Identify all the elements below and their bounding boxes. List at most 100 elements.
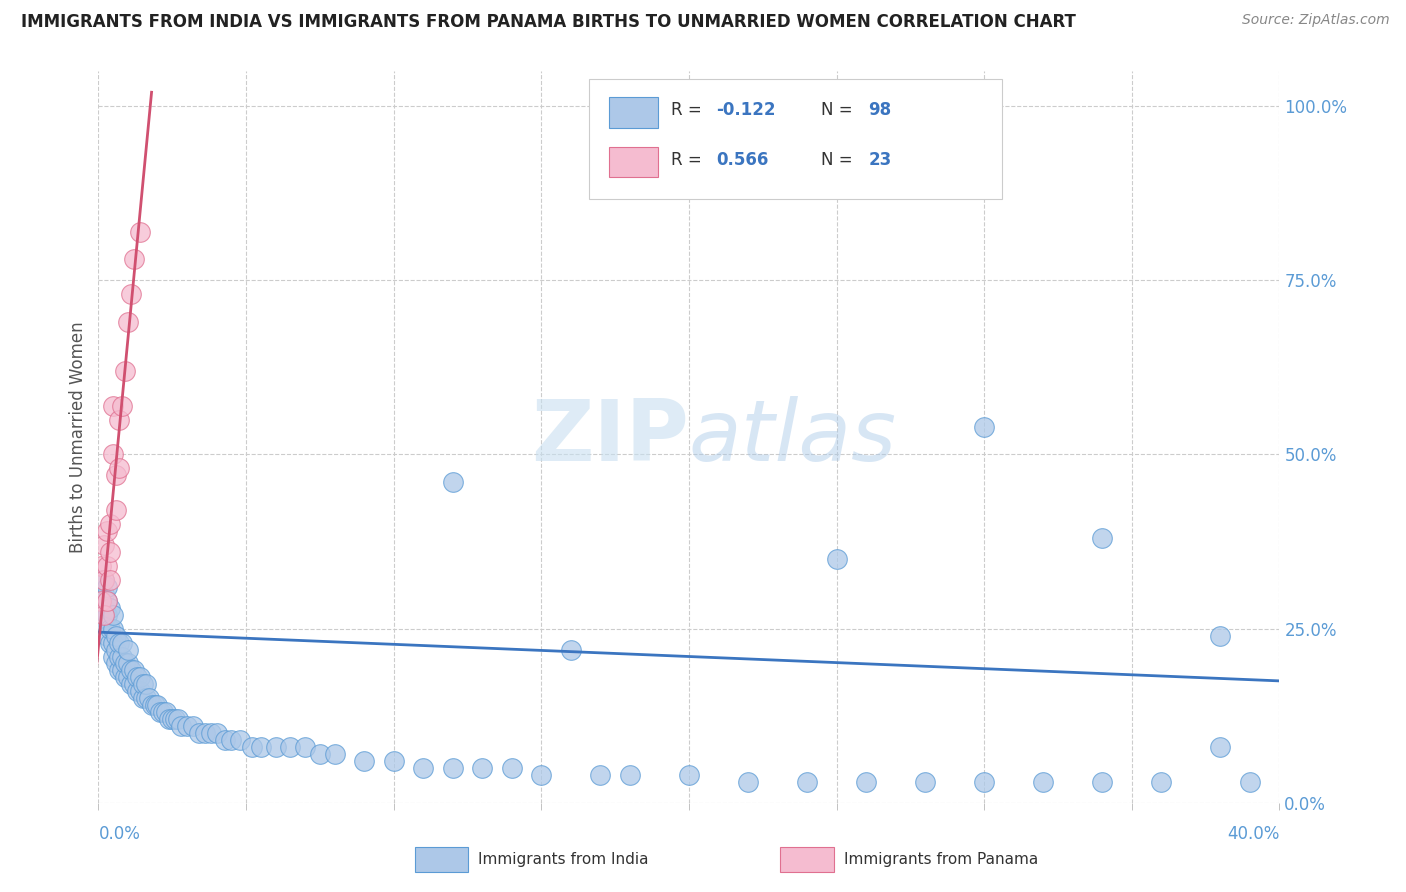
- Point: [855, 775, 877, 789]
- Point: [122, 252, 145, 267]
- Point: [114, 364, 136, 378]
- Point: [98, 635, 121, 649]
- Point: [111, 649, 134, 664]
- Point: [441, 475, 464, 490]
- Point: [187, 726, 209, 740]
- Point: [93, 573, 115, 587]
- Point: [619, 768, 641, 782]
- Point: [96, 558, 118, 573]
- Point: [105, 629, 128, 643]
- Point: [132, 691, 155, 706]
- Point: [111, 399, 134, 413]
- Point: [181, 719, 204, 733]
- Point: [560, 642, 582, 657]
- Point: [973, 775, 995, 789]
- Point: [90, 587, 112, 601]
- Text: atlas: atlas: [689, 395, 897, 479]
- Point: [103, 622, 125, 636]
- Text: Immigrants from Panama: Immigrants from Panama: [844, 853, 1038, 867]
- Point: [219, 733, 242, 747]
- Point: [90, 594, 112, 608]
- Point: [90, 600, 112, 615]
- Point: [120, 664, 142, 678]
- Point: [103, 649, 125, 664]
- FancyBboxPatch shape: [609, 146, 658, 178]
- Point: [111, 664, 134, 678]
- Point: [229, 733, 252, 747]
- Point: [135, 677, 157, 691]
- Point: [98, 573, 121, 587]
- Point: [93, 573, 115, 587]
- Point: [96, 629, 118, 643]
- Point: [157, 712, 180, 726]
- Point: [264, 740, 287, 755]
- Point: [105, 657, 128, 671]
- Point: [214, 733, 236, 747]
- Point: [412, 761, 434, 775]
- Point: [98, 622, 121, 636]
- Point: [122, 677, 145, 691]
- Point: [1091, 775, 1114, 789]
- Point: [98, 517, 121, 532]
- Point: [105, 468, 128, 483]
- Text: 0.566: 0.566: [716, 151, 769, 169]
- Point: [96, 594, 118, 608]
- Point: [240, 740, 263, 755]
- Point: [1239, 775, 1261, 789]
- Text: 0.0%: 0.0%: [98, 825, 141, 843]
- Point: [108, 461, 131, 475]
- Text: -0.122: -0.122: [716, 101, 776, 120]
- Point: [103, 635, 125, 649]
- Point: [117, 670, 139, 684]
- Point: [382, 754, 405, 768]
- Point: [135, 691, 157, 706]
- Point: [103, 607, 125, 622]
- Point: [471, 761, 494, 775]
- Point: [111, 635, 134, 649]
- Point: [162, 712, 183, 726]
- FancyBboxPatch shape: [589, 78, 1002, 200]
- Point: [93, 587, 115, 601]
- Point: [93, 615, 115, 629]
- Text: R =: R =: [671, 151, 707, 169]
- Point: [108, 635, 131, 649]
- Point: [120, 287, 142, 301]
- Point: [128, 670, 150, 684]
- Point: [128, 684, 150, 698]
- Text: Immigrants from India: Immigrants from India: [478, 853, 648, 867]
- Point: [98, 545, 121, 559]
- Y-axis label: Births to Unmarried Women: Births to Unmarried Women: [69, 321, 87, 553]
- Text: Source: ZipAtlas.com: Source: ZipAtlas.com: [1241, 13, 1389, 28]
- Point: [120, 677, 142, 691]
- Text: N =: N =: [821, 151, 858, 169]
- Point: [170, 719, 193, 733]
- Point: [98, 600, 121, 615]
- Point: [103, 399, 125, 413]
- Point: [825, 552, 848, 566]
- Point: [176, 719, 198, 733]
- Text: 40.0%: 40.0%: [1227, 825, 1279, 843]
- Point: [96, 607, 118, 622]
- Point: [200, 726, 222, 740]
- Point: [125, 670, 148, 684]
- Point: [796, 775, 818, 789]
- Point: [103, 448, 125, 462]
- Point: [143, 698, 166, 713]
- Point: [117, 642, 139, 657]
- Point: [441, 761, 464, 775]
- Point: [149, 705, 172, 719]
- Point: [309, 747, 332, 761]
- Point: [205, 726, 228, 740]
- Point: [146, 698, 169, 713]
- Point: [294, 740, 316, 755]
- Point: [114, 657, 136, 671]
- Text: N =: N =: [821, 101, 858, 120]
- Point: [138, 691, 160, 706]
- Point: [93, 538, 115, 552]
- Point: [141, 698, 163, 713]
- Point: [353, 754, 375, 768]
- Text: 98: 98: [869, 101, 891, 120]
- Point: [108, 412, 131, 426]
- Point: [165, 712, 187, 726]
- Point: [501, 761, 523, 775]
